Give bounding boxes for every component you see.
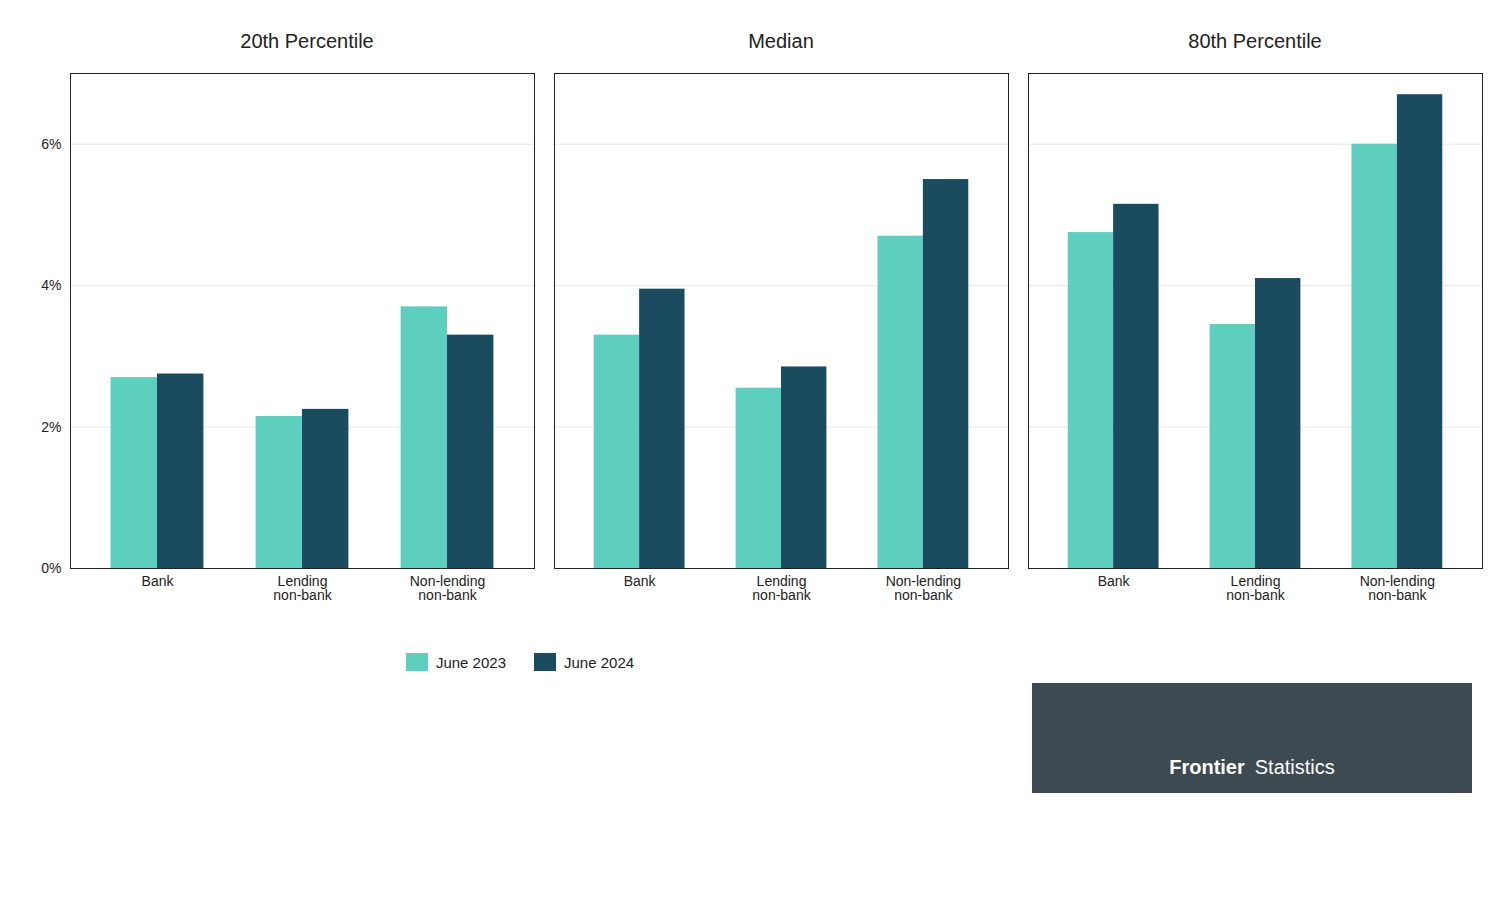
svg-text:Bank: Bank <box>624 573 657 589</box>
svg-text:Bank: Bank <box>142 573 175 589</box>
svg-text:Lendingnon-bank: Lendingnon-bank <box>273 573 332 603</box>
svg-text:2%: 2% <box>41 419 61 435</box>
svg-text:6%: 6% <box>41 136 61 152</box>
html-text:Median: Median <box>748 30 814 52</box>
svg-text:Lendingnon-bank: Lendingnon-bank <box>1226 573 1285 603</box>
svg-text:0%: 0% <box>41 560 61 576</box>
svg-text:4%: 4% <box>41 277 61 293</box>
svg-text:Non-lendingnon-bank: Non-lendingnon-bank <box>886 573 962 603</box>
html-text:Frontier: Frontier <box>1169 756 1245 778</box>
html-text:Statistics: Statistics <box>1254 756 1335 778</box>
html-text:20th Percentile: 20th Percentile <box>240 30 374 52</box>
html-text:80th Percentile: 80th Percentile <box>1188 30 1322 52</box>
html-text:June 2023: June 2023 <box>435 653 506 671</box>
svg-text:Non-lendingnon-bank: Non-lendingnon-bank <box>410 573 486 603</box>
svg-text:Lendingnon-bank: Lendingnon-bank <box>752 573 811 603</box>
svg-text:Bank: Bank <box>1098 573 1131 589</box>
svg-text:Non-lendingnon-bank: Non-lendingnon-bank <box>1360 573 1436 603</box>
html-text:June 2024: June 2024 <box>564 653 635 671</box>
